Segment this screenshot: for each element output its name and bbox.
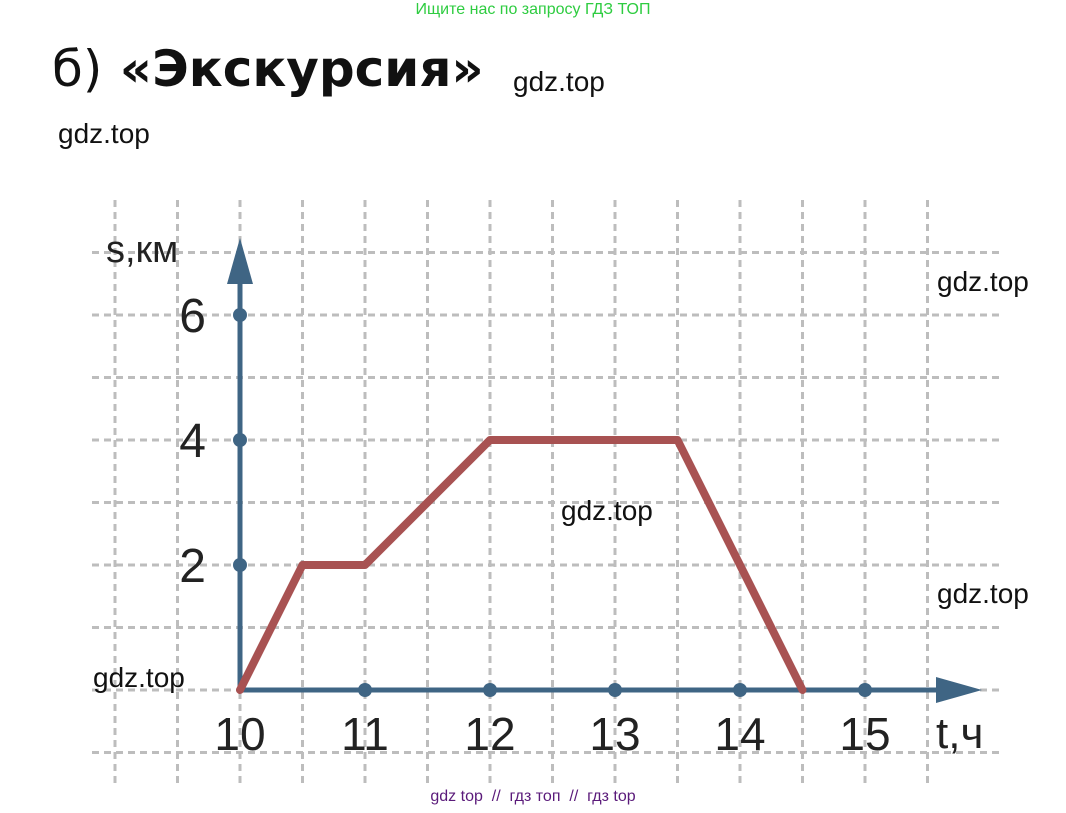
x-tick-label: 12 [464,708,515,760]
x-tick-dot [608,683,622,697]
chart-axes: 10 11 12 13 14 15 2 4 6 [179,238,982,760]
task-letter: б) [52,40,103,98]
watermark: gdz.top [513,66,605,97]
x-tick-label: 13 [589,708,640,760]
x-tick-dot [483,683,497,697]
x-tick-label: 15 [839,708,890,760]
y-tick-label: 6 [179,290,206,343]
task-heading: б) «Экскурсия» [52,40,484,98]
watermark: gdz.top [58,118,150,149]
x-tick-label: 10 [214,708,265,760]
task-title: «Экскурсия» [119,40,484,98]
series-line-excursion [236,436,807,694]
chart-labels: s,км t,ч [106,229,983,758]
x-tick-dot [358,683,372,697]
y-tick-label: 4 [179,415,206,468]
watermark: gdz.top [561,495,653,526]
watermark: gdz.top [937,578,1029,609]
chart-series [236,436,807,694]
y-tick-dot [233,433,247,447]
y-tick-dot [233,308,247,322]
x-tick-dot [858,683,872,697]
x-tick-dot [733,683,747,697]
y-tick-dot [233,558,247,572]
x-axis-arrow [936,677,982,703]
search-banner: Ищите нас по запросу ГДЗ ТОП [415,1,651,18]
watermark: gdz.top [937,266,1029,297]
x-tick-label: 14 [714,708,765,760]
y-tick-label: 2 [179,540,206,593]
footer-links: gdz top // гдз топ // гдз top [430,788,636,805]
x-tick-label: 11 [341,708,389,760]
watermark: gdz.top [93,662,185,693]
y-axis-label: s,км [106,229,178,271]
chart-grid [92,200,1000,785]
x-axis-label: t,ч [936,709,983,758]
y-axis-arrow [227,238,253,284]
